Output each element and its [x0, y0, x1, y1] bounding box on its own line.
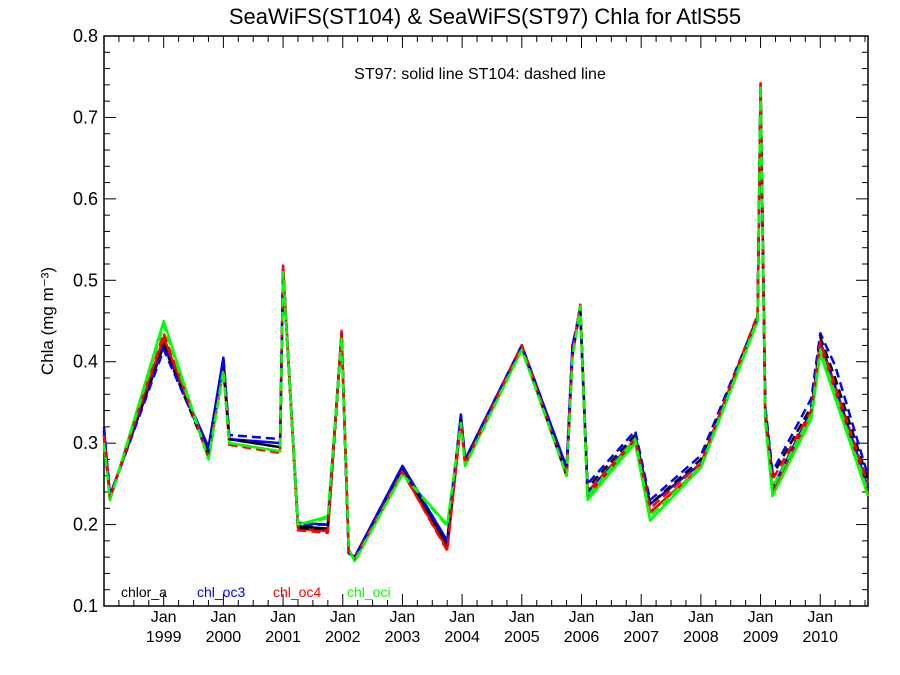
y-tick-label: 0.6 — [73, 189, 98, 209]
series-lines — [102, 81, 870, 563]
x-tick-month: Jan — [330, 609, 356, 626]
axes: 0.1 0.2 0.3 0.4 0.5 0.6 0.7 0.8 Jan 1999 Jan 2000 Ja… — [73, 26, 868, 646]
y-tick-label: 0.7 — [73, 107, 98, 127]
x-tick-year: 2004 — [444, 629, 480, 646]
x-tick-year: 1999 — [146, 629, 182, 646]
y-axis-label: Chla (mg m⁻³) — [38, 267, 57, 375]
y-tick-label: 0.1 — [73, 596, 98, 616]
legend: chlor_a chl_oc3 chl_oc4 chl_oci — [121, 584, 391, 600]
series-chl-oci-dashed — [102, 83, 870, 563]
x-tick-year: 2009 — [743, 629, 779, 646]
x-tick-year: 2003 — [385, 629, 421, 646]
legend-label-chl-oc3: chl_oc3 — [197, 584, 245, 600]
y-tick-label: 0.5 — [73, 270, 98, 290]
x-tick-year: 2005 — [504, 629, 540, 646]
x-tick-month: Jan — [210, 609, 236, 626]
y-tick-label: 0.2 — [73, 515, 98, 535]
legend-label-chl-oci: chl_oci — [347, 584, 391, 600]
y-tick-label: 0.4 — [73, 352, 98, 372]
x-tick-year: 2002 — [325, 629, 361, 646]
plot-frame — [103, 35, 869, 607]
x-tick-month: Jan — [449, 609, 475, 626]
x-tick-month: Jan — [151, 609, 177, 626]
chart-title: SeaWiFS(ST104) & SeaWiFS(ST97) Chla for … — [229, 4, 741, 29]
series-chl-oc4-dashed — [102, 81, 870, 561]
x-tick-month: Jan — [270, 609, 296, 626]
x-tick-month: Jan — [509, 609, 535, 626]
x-tick-year: 2008 — [683, 629, 719, 646]
style-annotation: ST97: solid line ST104: dashed line — [354, 66, 606, 83]
x-tick-year: 2010 — [802, 629, 838, 646]
x-tick-year: 2007 — [623, 629, 659, 646]
x-tick-month: Jan — [688, 609, 714, 626]
y-tick-label: 0.3 — [73, 433, 98, 453]
x-tick-year: 2006 — [564, 629, 600, 646]
legend-label-chlor-a: chlor_a — [121, 584, 167, 600]
x-tick-year: 2001 — [265, 629, 301, 646]
x-tick-month: Jan — [748, 609, 774, 626]
x-tick-month: Jan — [807, 609, 833, 626]
series-chl-oc4-solid — [102, 83, 870, 561]
y-tick-label: 0.8 — [73, 26, 98, 46]
series-chlor-a-solid — [102, 83, 870, 559]
x-tick-month: Jan — [628, 609, 654, 626]
x-tick-month: Jan — [569, 609, 595, 626]
x-tick-year: 2000 — [206, 629, 242, 646]
legend-label-chl-oc4: chl_oc4 — [273, 584, 321, 600]
x-tick-month: Jan — [390, 609, 416, 626]
